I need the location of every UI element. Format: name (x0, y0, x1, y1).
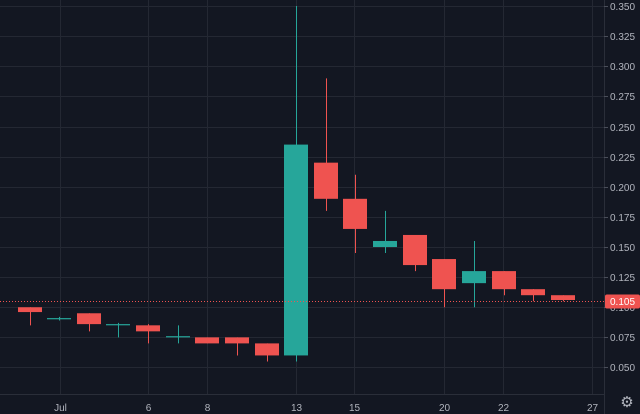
candle-body (314, 162, 338, 199)
candle-body (166, 336, 190, 338)
candle[interactable] (47, 316, 71, 321)
candle[interactable] (521, 289, 545, 302)
candle[interactable] (462, 240, 486, 308)
price-tick-label: 0.225 (610, 153, 635, 164)
price-tick-label: 0.200 (610, 183, 635, 194)
time-tick-label: 8 (205, 403, 211, 414)
candle-body (521, 289, 545, 296)
candle-body (18, 307, 42, 313)
candle-body (462, 271, 486, 284)
price-tick-label: 0.275 (610, 92, 635, 103)
last-price-badge (605, 294, 640, 309)
price-axis[interactable]: 0.350 0.325 0.300 0.275 0.250 0.225 0.200 0.175… (604, 2, 635, 374)
candle[interactable] (166, 325, 190, 344)
price-tick-label: 0.300 (610, 62, 635, 73)
candle-body (403, 234, 427, 266)
candle-body (255, 343, 279, 356)
candle[interactable] (373, 210, 397, 254)
time-tick-label: 27 (587, 403, 599, 414)
price-tick-label: 0.350 (610, 2, 635, 13)
candle-body (551, 295, 575, 301)
candle[interactable] (106, 322, 130, 338)
time-tick-label: 22 (498, 403, 510, 414)
price-plot-area[interactable] (18, 6, 575, 362)
candle[interactable] (18, 307, 42, 326)
candle[interactable] (432, 259, 456, 308)
time-tick-label: 15 (349, 403, 361, 414)
time-tick-label: 6 (146, 403, 152, 414)
candle-body (432, 259, 456, 290)
time-tick-label: 13 (291, 403, 303, 414)
time-tick-label: 20 (439, 403, 451, 414)
price-tick-label: 0.075 (610, 333, 635, 344)
price-tick-label: 0.250 (610, 123, 635, 134)
candle[interactable] (77, 313, 101, 332)
candle-body (136, 325, 160, 332)
candle-body (343, 198, 367, 229)
candle[interactable] (136, 324, 160, 344)
last-price-label: 0.105 (610, 297, 635, 308)
price-tick-label: 0.125 (610, 273, 635, 284)
last-price-layer: 0.105 (0, 294, 640, 309)
candle-body (284, 144, 308, 356)
candle-body (373, 240, 397, 248)
candle[interactable] (551, 295, 575, 302)
time-tick-label: Jul (54, 403, 67, 414)
candle[interactable] (255, 343, 279, 362)
gear-icon[interactable]: ⚙ (620, 394, 634, 411)
price-tick-label: 0.175 (610, 213, 635, 224)
price-tick-label: 0.150 (610, 243, 635, 254)
price-tick-label: 0.050 (610, 363, 635, 374)
candle[interactable] (492, 271, 516, 296)
candle-body (77, 313, 101, 325)
candle[interactable] (403, 234, 427, 272)
candle-body (106, 324, 130, 326)
price-tick-label: 0.325 (610, 32, 635, 43)
candle-body (195, 337, 219, 344)
time-axis[interactable]: Jul 6 8 13 15 20 22 27 (54, 403, 598, 414)
candle-body (47, 318, 71, 320)
candle[interactable] (225, 337, 249, 356)
candle-body (492, 271, 516, 290)
candle[interactable] (195, 337, 219, 344)
candle[interactable] (343, 174, 367, 254)
candle-body (225, 337, 249, 344)
candle[interactable] (284, 6, 308, 362)
candle[interactable] (314, 78, 338, 211)
